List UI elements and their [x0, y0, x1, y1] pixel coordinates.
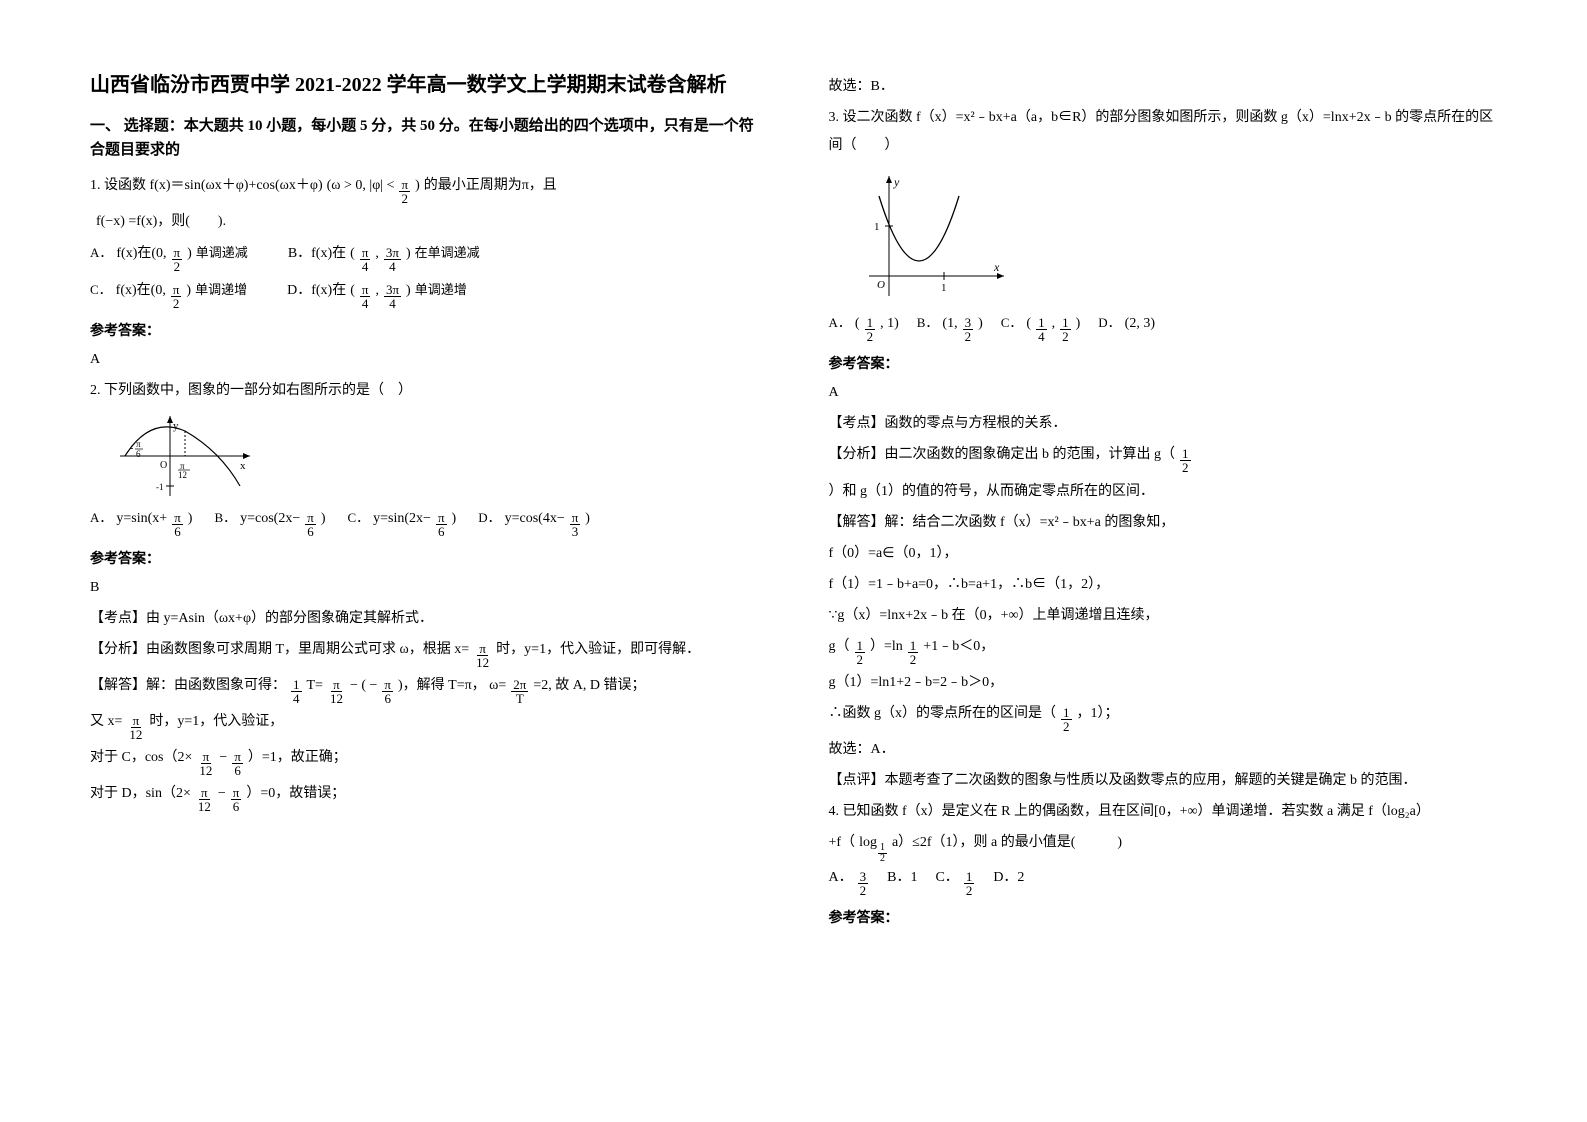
- q1-optD: D．f(x)在 ( π4 , 3π4 ) 单调递增: [287, 279, 467, 310]
- svg-text:1: 1: [874, 221, 880, 233]
- q2-l2: 又 x= π12 时，y=1，代入验证，: [90, 708, 769, 741]
- frac-pi-2: π 2: [399, 178, 410, 205]
- sine-graph-icon: y x O π 12 - π 6 -1: [110, 411, 260, 501]
- q2: 2. 下列函数中，图象的一部分如右图所示的是（ ）: [90, 377, 769, 405]
- q4-D: D．2: [993, 866, 1024, 886]
- log-half-icon: log 12: [859, 829, 888, 860]
- svg-text:O: O: [160, 460, 167, 471]
- q4-B: B．1: [887, 866, 917, 886]
- q1-line2: f(−x) =f(x)，则( ).: [96, 208, 769, 236]
- q3-opts: A．(12, 1) B．(1, 32) C．(14, 12) D．(2, 3): [829, 312, 1508, 343]
- svg-text:y: y: [173, 420, 179, 432]
- q3-jd6: g（1）=ln1+2﹣b=2﹣b＞0，: [829, 669, 1508, 697]
- right-column: 故选：B． 3. 设二次函数 f（x）=x²﹣bx+a（a，b∈R）的部分图象如…: [829, 70, 1508, 1082]
- svg-text:O: O: [877, 279, 885, 291]
- doc-title: 山西省临汾市西贾中学 2021-2022 学年高一数学文上学期期末试卷含解析: [90, 70, 769, 100]
- q4-ans-label: 参考答案：: [829, 907, 1508, 927]
- q4-A: A．32: [829, 866, 870, 897]
- q1-line1: 1. 设函数 f(x)＝sin(ωx＋φ)+cos(ωx＋φ) (ω > 0, …: [90, 172, 769, 205]
- q2-graph: y x O π 12 - π 6 -1: [110, 411, 769, 501]
- svg-text:-: -: [130, 443, 133, 454]
- q1-ans-label: 参考答案：: [90, 320, 769, 340]
- q1-optB: B．f(x)在 ( π4 , 3π4 ) 在单调递减: [288, 242, 480, 273]
- svg-text:-1: -1: [156, 482, 164, 492]
- q2-ans-label: 参考答案：: [90, 548, 769, 568]
- q4-l1: 4. 已知函数 f（x）是定义在 R 上的偶函数，且在区间[0，+∞）单调递增．…: [829, 798, 1508, 826]
- q1-optA: A． f(x)在(0, π2 ) 单调递减: [90, 242, 248, 273]
- q3-C: C．(14, 12): [1001, 312, 1081, 343]
- q2-A: A．y=sin(x+π6): [90, 507, 192, 538]
- svg-text:12: 12: [178, 470, 187, 480]
- svg-text:6: 6: [136, 449, 141, 459]
- q2-fx: 【分析】由函数图象可求周期 T，里周期公式可求 ω，根据 x= π12 时，y=…: [90, 636, 769, 669]
- q2-D: D．y=cos(4x−π3): [478, 507, 590, 538]
- q1-cond2: ): [415, 172, 420, 200]
- q4-C: C．12: [935, 866, 975, 897]
- q3-jd4: ∵g（x）=lnx+2x﹣b 在（0，+∞）上单调递增且连续，: [829, 602, 1508, 630]
- svg-text:π: π: [136, 439, 141, 449]
- q2-C: C．y=sin(2x−π6): [347, 507, 456, 538]
- parabola-graph-icon: y x O 1 1: [849, 166, 1019, 306]
- q3-ans-label: 参考答案：: [829, 353, 1508, 373]
- q1-suffix: 的最小正周期为π，且: [424, 172, 557, 200]
- q1-optC: C． f(x)在(0, π2 ) 单调递增: [90, 279, 247, 310]
- q4-opts: A．32 B．1 C．12 D．2: [829, 866, 1508, 897]
- q3-jd5: g（ 12 ）=ln 12 +1﹣b＜0，: [829, 633, 1508, 666]
- q1-cond1: (ω > 0, |φ| <: [327, 172, 395, 200]
- svg-text:y: y: [893, 175, 900, 189]
- q1-ans: A: [90, 346, 769, 374]
- q3-dp: 【点评】本题考查了二次函数的图象与性质以及函数零点的应用，解题的关键是确定 b …: [829, 767, 1508, 795]
- q3-jd1: 【解答】解：结合二次函数 f（x）=x²﹣bx+a 的图象知，: [829, 509, 1508, 537]
- q2-l3: 对于 C，cos（2× π12 − π6 ）=1，故正确；: [90, 744, 769, 777]
- q3-graph: y x O 1 1: [849, 166, 1508, 306]
- left-column: 山西省临汾市西贾中学 2021-2022 学年高一数学文上学期期末试卷含解析 一…: [90, 70, 769, 1082]
- section-1-head: 一、 选择题：本大题共 10 小题，每小题 5 分，共 50 分。在每小题给出的…: [90, 114, 769, 162]
- svg-text:x: x: [240, 460, 246, 472]
- q3-D: D．(2, 3): [1098, 312, 1155, 332]
- q3-A: A．(12, 1): [829, 312, 899, 343]
- svg-text:1: 1: [941, 282, 947, 294]
- q3-kd: 【考点】函数的零点与方程根的关系．: [829, 410, 1508, 438]
- q3-B: B．(1, 32): [917, 312, 983, 343]
- q1-prefix: 1. 设函数 f(x)＝sin(ωx＋φ)+cos(ωx＋φ): [90, 172, 323, 200]
- q3: 3. 设二次函数 f（x）=x²﹣bx+a（a，b∈R）的部分图象如图所示，则函…: [829, 104, 1508, 160]
- q2-ans: B: [90, 574, 769, 602]
- q2-jd: 【解答】解：由函数图象可得： 14 T= π12 − ( − π6 )，解得 T…: [90, 672, 769, 705]
- q2-B: B．y=cos(2x−π6): [214, 507, 325, 538]
- q2-opts: A．y=sin(x+π6) B．y=cos(2x−π6) C．y=sin(2x−…: [90, 507, 769, 538]
- q3-jd2: f（0）=a∈（0，1），: [829, 540, 1508, 568]
- q3-jd7: ∴函数 g（x）的零点所在的区间是（ 12 ，1）；: [829, 700, 1508, 733]
- q3-jd3: f（1）=1﹣b+a=0，∴b=a+1，∴b∈（1，2），: [829, 571, 1508, 599]
- svg-text:x: x: [993, 260, 1000, 274]
- q1-opts-row2: C． f(x)在(0, π2 ) 单调递增 D．f(x)在 ( π4 , 3π4…: [90, 279, 769, 310]
- q2-l4: 对于 D，sin（2× π12 − π6 ）=0，故错误；: [90, 780, 769, 813]
- q1-opts-row1: A． f(x)在(0, π2 ) 单调递减 B．f(x)在 ( π4 , 3π4…: [90, 242, 769, 273]
- q4-l2: +f（ log 12 a）≤2f（1），则 a 的最小值是( ): [829, 829, 1508, 860]
- q3-fx: 【分析】由二次函数的图象确定出 b 的范围，计算出 g（ 12 ）和 g（1）的…: [829, 441, 1508, 506]
- q2-kd: 【考点】由 y=Asin（ωx+φ）的部分图象确定其解析式．: [90, 605, 769, 633]
- r1: 故选：B．: [829, 73, 1508, 101]
- q3-jd8: 故选：A．: [829, 736, 1508, 764]
- q3-ans: A: [829, 379, 1508, 407]
